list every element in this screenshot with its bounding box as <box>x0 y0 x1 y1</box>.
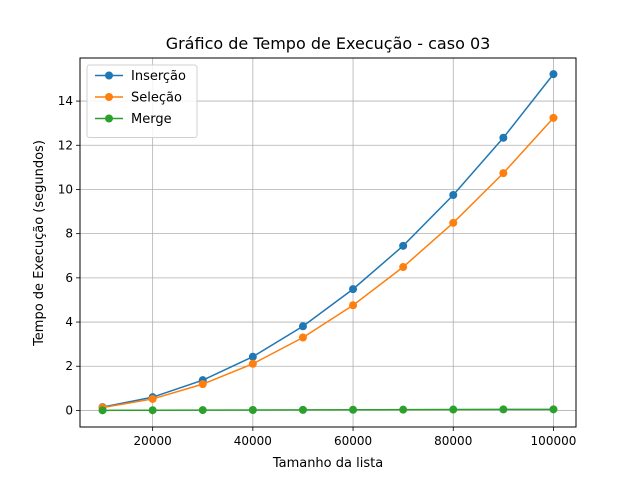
data-point-insercao <box>298 322 307 331</box>
data-point-merge <box>248 405 257 414</box>
data-point-merge <box>399 405 408 414</box>
x-tick-label: 80000 <box>434 434 472 448</box>
data-point-merge <box>298 405 307 414</box>
x-tick-label: 60000 <box>334 434 372 448</box>
series-selecao <box>98 113 558 412</box>
chart-title: Gráfico de Tempo de Execução - caso 03 <box>166 34 491 53</box>
series-line-selecao <box>102 117 555 409</box>
grid <box>80 58 576 427</box>
data-point-selecao <box>298 333 307 342</box>
legend-marker-merge <box>105 114 113 123</box>
data-point-selecao <box>148 394 157 403</box>
legend-label-selecao: Seleção <box>131 91 182 106</box>
data-point-merge <box>198 406 207 415</box>
data-point-merge <box>148 406 157 415</box>
x-tick-label: 100000 <box>531 434 577 448</box>
series-line-insercao <box>102 73 555 408</box>
y-tick-label: 4 <box>65 315 73 329</box>
data-point-selecao <box>349 301 358 310</box>
data-point-insercao <box>499 133 508 142</box>
data-point-merge <box>499 405 508 414</box>
data-point-merge <box>449 405 458 414</box>
data-point-insercao <box>549 70 558 79</box>
data-point-insercao <box>248 352 257 361</box>
data-point-insercao <box>349 285 358 294</box>
data-point-selecao <box>499 169 508 178</box>
legend-marker-insercao <box>105 71 113 80</box>
data-point-insercao <box>449 190 458 199</box>
data-point-insercao <box>399 241 408 250</box>
plot-frame <box>79 57 577 428</box>
legend-marker-selecao <box>105 93 113 101</box>
y-tick-label: 6 <box>65 271 73 285</box>
data-point-merge <box>549 405 558 414</box>
legend-label-insercao: Inserção <box>131 69 186 84</box>
y-tick-label: 8 <box>65 227 73 241</box>
data-point-merge <box>349 405 358 414</box>
legend: Inserção Seleção Merge <box>86 64 198 138</box>
data-point-selecao <box>549 113 558 122</box>
data-point-selecao <box>248 359 257 368</box>
y-tick-label: 14 <box>58 94 73 108</box>
series-layer <box>98 70 558 415</box>
y-axis-label: Tempo de Execução (segundos) <box>32 140 47 347</box>
ticks: 20000 40000 60000 80000 100000 0 2 4 6 8 10 12 14 <box>58 94 577 448</box>
x-tick-label: 20000 <box>134 434 172 448</box>
y-tick-label: 10 <box>58 182 73 196</box>
x-axis-label: Tamanho da lista <box>272 456 383 471</box>
y-tick-label: 0 <box>65 403 73 417</box>
data-point-merge <box>98 406 107 415</box>
legend-box <box>86 64 198 138</box>
data-point-selecao <box>449 218 458 227</box>
data-point-selecao <box>399 263 408 272</box>
y-tick-label: 12 <box>58 138 73 152</box>
data-point-selecao <box>198 380 207 389</box>
series-merge <box>98 405 558 415</box>
series-line-merge <box>102 408 554 412</box>
x-tick-label: 40000 <box>234 434 272 448</box>
y-tick-label: 2 <box>65 359 73 373</box>
legend-label-merge: Merge <box>131 112 172 127</box>
